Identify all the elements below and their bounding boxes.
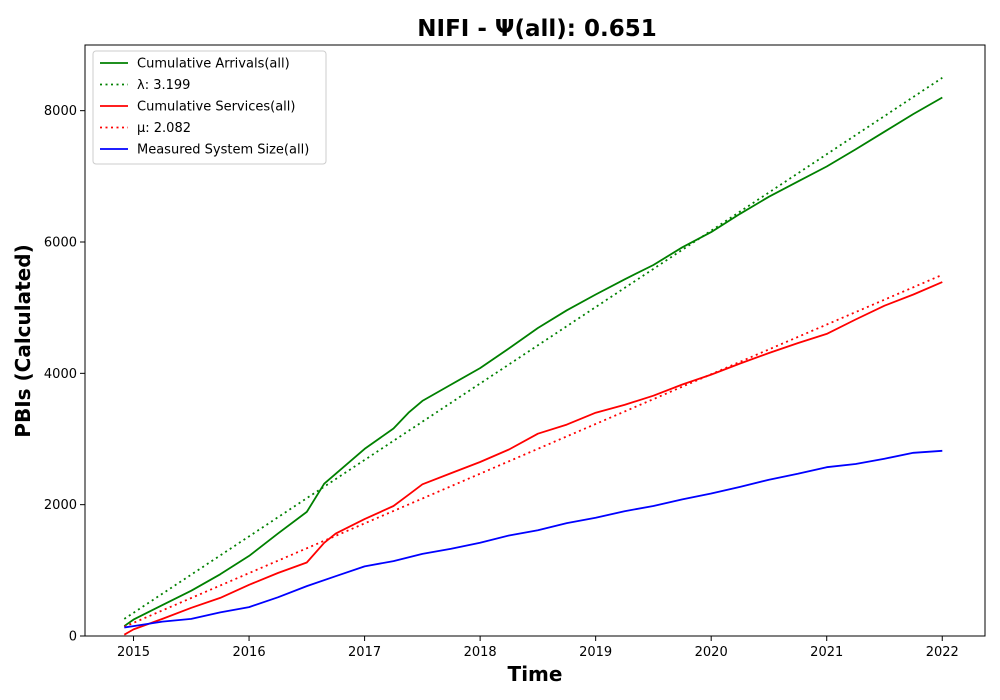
series-line-2	[123, 281, 943, 636]
y-tick-label: 6000	[44, 236, 77, 251]
x-tick-label: 2021	[810, 645, 843, 660]
legend-label-2: Cumulative Services(all)	[137, 100, 295, 115]
x-tick-label: 2020	[695, 645, 728, 660]
legend-label-1: λ: 3.199	[137, 78, 190, 93]
series-layer	[123, 77, 943, 636]
legend: Cumulative Arrivals(all) λ: 3.199 Cumulati…	[92, 50, 327, 165]
x-axis-ticks: 2015 2016 2017 2018 2019 2020 2021 2022	[117, 636, 959, 660]
x-tick-label: 2022	[926, 645, 959, 660]
series-line-4	[124, 449, 943, 629]
x-tick-label: 2019	[579, 645, 612, 660]
x-tick-label: 2017	[348, 645, 381, 660]
legend-label-0: Cumulative Arrivals(all)	[137, 57, 290, 72]
series-line-1	[123, 77, 943, 620]
legend-label-4: Measured System Size(all)	[137, 143, 309, 158]
y-tick-label: 2000	[44, 498, 77, 513]
y-axis-label: PBIs (Calculated)	[11, 244, 35, 437]
x-tick-label: 2018	[464, 645, 497, 660]
y-tick-label: 0	[69, 630, 77, 645]
y-axis-ticks: 0 2000 4000 6000 8000	[44, 104, 85, 645]
chart-title: NIFI - Ψ(all): 0.651	[417, 16, 656, 42]
series-line-3	[123, 273, 943, 628]
series-line-0	[123, 96, 943, 627]
plot-frame	[84, 44, 986, 637]
x-tick-label: 2016	[233, 645, 266, 660]
legend-label-3: μ: 2.082	[137, 121, 191, 136]
y-tick-label: 4000	[44, 367, 77, 382]
y-tick-label: 8000	[44, 104, 77, 119]
legend-box	[92, 50, 327, 165]
x-axis-label: Time	[508, 662, 563, 686]
x-tick-label: 2015	[117, 645, 150, 660]
